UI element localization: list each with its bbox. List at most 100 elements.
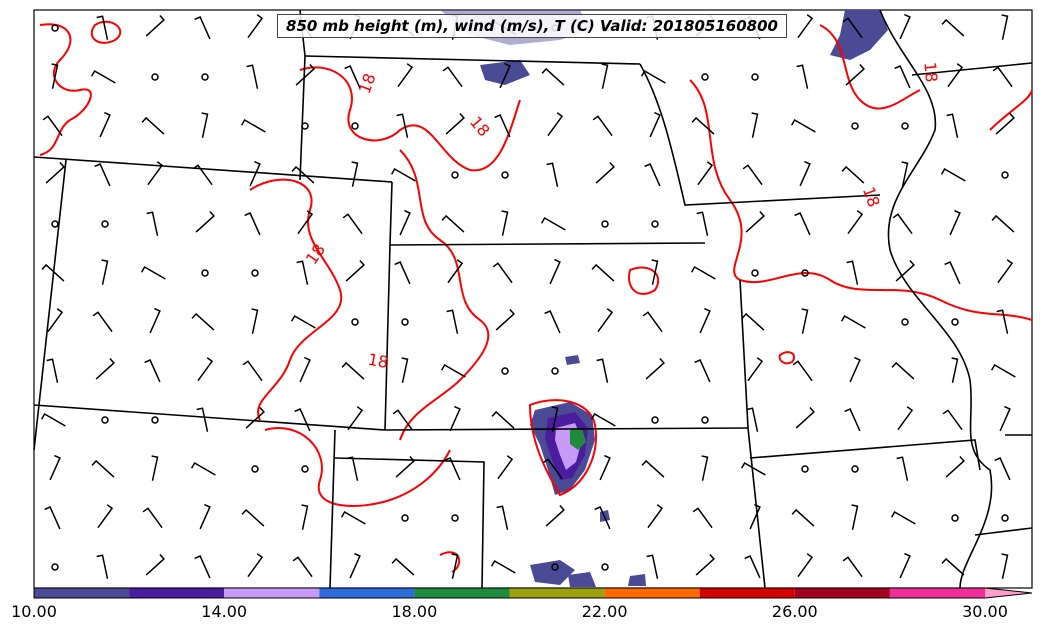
wind-barb [299, 356, 311, 383]
calm-wind-marker [551, 367, 559, 375]
wind-barb [601, 63, 609, 89]
calm-wind-marker [501, 367, 509, 375]
wind-barb [694, 359, 711, 383]
calm-wind-marker [351, 318, 359, 326]
wind-barb [295, 64, 315, 86]
wind-barb [541, 67, 565, 86]
wind-barb [945, 456, 965, 478]
colorbar-bin [34, 588, 130, 598]
wind-barb [145, 15, 165, 37]
wind-barb [746, 407, 759, 432]
calm-wind-marker [451, 171, 459, 179]
wind-barb [495, 309, 515, 331]
wind-barb [545, 505, 565, 527]
wind-barb [251, 308, 259, 334]
colorbar-tick-label: 22.00 [581, 602, 628, 621]
wind-barb [791, 508, 815, 527]
colorbar-extend-arrow [985, 588, 1032, 598]
wind-barb [99, 111, 111, 138]
colorbar-bin [129, 588, 225, 598]
wind-barb [790, 118, 816, 133]
wind-barb [241, 508, 265, 527]
border-wy-co-north [33, 156, 393, 183]
contour-colorado-west [249, 178, 343, 421]
calm-wind-marker [301, 465, 309, 473]
wind-barb [395, 456, 415, 478]
wind-barb [651, 259, 659, 285]
wind-barb [144, 359, 161, 383]
wind-barb [997, 259, 1014, 284]
wind-barb [192, 164, 213, 186]
wind-barb [699, 307, 711, 334]
wind-barb [249, 160, 261, 187]
calm-wind-marker [851, 465, 859, 473]
wind-barb [896, 456, 909, 481]
wind-barb [795, 407, 815, 429]
wind-barb [290, 314, 316, 329]
wind-barb [347, 406, 364, 431]
colorbar-bin [794, 588, 890, 598]
calm-wind-marker [101, 416, 109, 424]
wind-barb [496, 505, 509, 530]
contour-south [264, 427, 451, 507]
colorbar-bin [509, 588, 605, 598]
wind-barb [196, 407, 209, 432]
wind-barb [892, 213, 913, 235]
contour-northwest [39, 23, 92, 156]
calm-wind-marker [51, 24, 59, 32]
wind-barb [244, 212, 261, 236]
border-ia [639, 63, 881, 206]
wind-barb [647, 504, 664, 529]
shade-south-2 [568, 572, 596, 587]
wind-barb [401, 357, 409, 383]
wind-barb [301, 504, 309, 530]
colorbar [33, 587, 1033, 599]
wind-barb [696, 211, 709, 236]
border-ok-panhandle [334, 457, 485, 589]
wind-barb [797, 14, 814, 39]
calm-wind-marker [251, 465, 259, 473]
calm-wind-marker [451, 514, 459, 522]
contour-colorado-east [399, 149, 490, 441]
wind-barb [994, 457, 1011, 481]
wind-barb [397, 63, 414, 88]
wind-barb [247, 553, 264, 578]
wind-barb [242, 360, 263, 382]
calm-wind-marker [751, 269, 759, 277]
shade-top-right [830, 10, 888, 60]
wind-barb [245, 407, 265, 429]
wind-barb [51, 63, 59, 89]
wind-barb [941, 557, 965, 576]
wind-barb [341, 361, 365, 380]
calm-wind-marker [751, 73, 759, 81]
wind-barb [490, 559, 516, 574]
calm-wind-marker [601, 563, 609, 571]
wind-barb [546, 162, 559, 187]
wind-barb [96, 15, 109, 40]
wind-barb [849, 356, 861, 383]
wind-barb [45, 162, 65, 184]
contour-kansas-loop [628, 266, 660, 295]
wind-barb [590, 412, 616, 427]
contour-wyoming [299, 66, 521, 172]
wind-barb [344, 65, 361, 89]
wind-barb [942, 409, 963, 431]
wind-barb [796, 64, 809, 89]
border-mississippi [879, 9, 993, 589]
calm-wind-marker [651, 220, 659, 228]
wind-barb [342, 213, 363, 235]
wind-barb [44, 506, 61, 530]
wind-barb [741, 312, 765, 331]
wind-barb [596, 358, 609, 383]
border-nm-tx [329, 429, 336, 589]
wind-barb [399, 209, 411, 236]
wind-barb [901, 161, 909, 187]
calm-wind-marker [951, 318, 959, 326]
wind-barb [742, 164, 763, 186]
contour-label: 18 [920, 61, 941, 83]
wind-barb [145, 554, 165, 576]
border-ar-mo [749, 439, 981, 471]
calm-wind-marker [151, 73, 159, 81]
wind-barb [749, 503, 761, 530]
colorbar-tick-label: 14.00 [201, 602, 248, 621]
